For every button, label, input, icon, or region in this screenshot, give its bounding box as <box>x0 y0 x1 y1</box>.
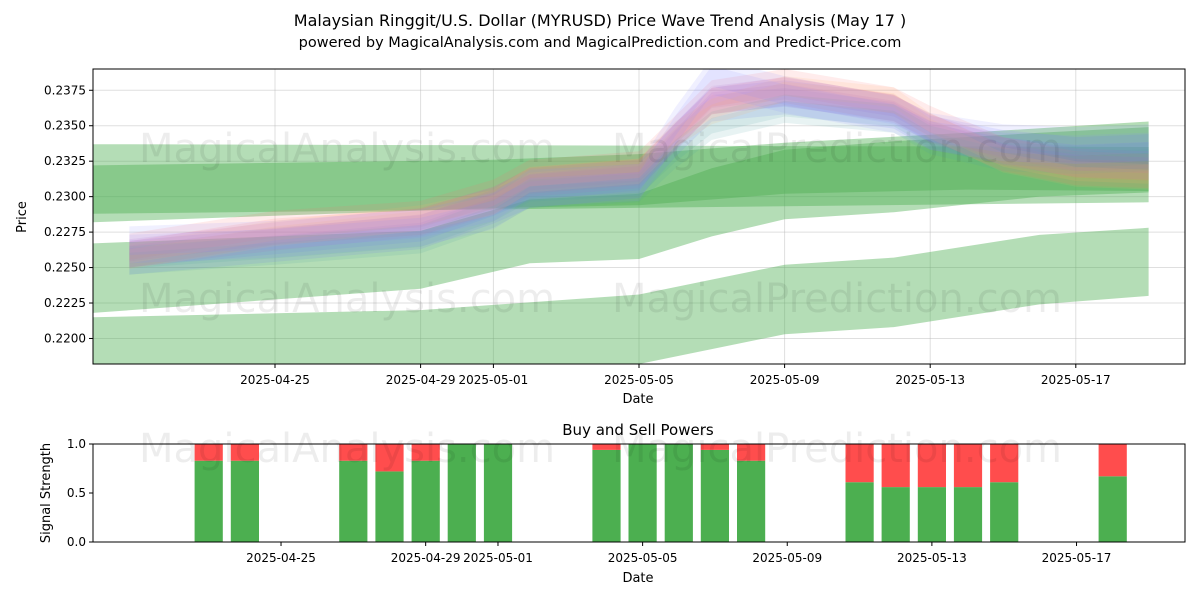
figure-subtitle: powered by MagicalAnalysis.com and Magic… <box>299 35 902 51</box>
price-wave-band <box>129 69 1149 268</box>
sell-bar <box>339 444 368 461</box>
price-wave-band <box>129 80 1149 275</box>
price-wave-band <box>129 77 1149 268</box>
buy-sell-x-tick-label: 2025-05-01 <box>463 551 533 565</box>
price-wave-band <box>129 76 1149 260</box>
price-wave-band <box>129 88 1149 267</box>
watermark-mid-left: MagicalAnalysis.com <box>139 276 555 322</box>
price-y-ticks: 0.2200 0.2225 0.2250 0.2275 0.2300 0.2325 0.23… <box>44 83 93 345</box>
price-wave-band <box>129 69 1149 255</box>
sell-bar <box>953 444 983 488</box>
buy-sell-chart: Buy and Sell Powers MagicalAnalysis.com … <box>39 421 1186 586</box>
buy-bar <box>194 460 223 542</box>
buy-bar <box>483 444 513 542</box>
price-wave-band <box>129 81 1149 264</box>
price-y-tick-label: 0.2225 <box>44 296 86 310</box>
price-x-tick-label: 2025-05-13 <box>895 373 965 387</box>
buy-sell-y-tick-label: 1.0 <box>67 437 86 451</box>
green-trend-band <box>93 227 1149 364</box>
buy-sell-x-ticks: 2025-04-25 2025-04-29 2025-05-01 2025-05-05… <box>246 542 1111 565</box>
price-y-tick-label: 0.2300 <box>44 190 86 204</box>
price-x-tick-label: 2025-05-17 <box>1041 373 1111 387</box>
buy-sell-x-tick-label: 2025-05-09 <box>752 551 822 565</box>
sell-bar <box>230 444 259 461</box>
price-wave-band <box>129 76 1149 269</box>
buy-bar <box>628 444 657 542</box>
buy-sell-x-tick-label: 2025-04-25 <box>246 551 316 565</box>
buy-sell-x-tick-label: 2025-05-13 <box>897 551 967 565</box>
buy-sell-x-axis-label: Date <box>622 571 653 586</box>
sell-bar <box>845 444 874 483</box>
buy-bar <box>592 449 621 542</box>
buy-sell-x-tick-label: 2025-05-05 <box>608 551 678 565</box>
buy-bar <box>990 482 1019 542</box>
buy-bar <box>447 444 476 542</box>
buy-sell-y-tick-label: 0.0 <box>67 535 86 549</box>
sell-bar <box>1098 444 1127 477</box>
price-y-axis-label: Price <box>15 201 30 233</box>
sell-bar <box>411 444 440 461</box>
buy-bar <box>881 487 910 542</box>
buy-sell-y-ticks: 0.0 0.5 1.0 <box>67 437 93 549</box>
buy-bar <box>737 460 766 542</box>
watermark-bottom-left: MagicalAnalysis.com <box>139 426 555 472</box>
buy-bar <box>230 460 259 542</box>
price-y-tick-label: 0.2325 <box>44 154 86 168</box>
sell-bar <box>990 444 1019 483</box>
buy-bar <box>375 471 404 542</box>
price-grid <box>93 69 1185 364</box>
watermark-bottom-right: MagicalPrediction.com <box>612 426 1062 472</box>
price-y-tick-label: 0.2200 <box>44 331 86 345</box>
buy-bar <box>411 460 440 542</box>
buy-bar <box>917 487 946 542</box>
watermark-top-right: MagicalPrediction.com <box>612 126 1062 172</box>
price-wave-band <box>129 83 1149 262</box>
green-trend-band <box>93 127 1149 313</box>
price-x-tick-label: 2025-05-01 <box>459 373 529 387</box>
sell-bar <box>917 444 946 488</box>
green-trend-bands <box>93 121 1149 364</box>
sell-bar <box>194 444 223 461</box>
buy-sell-y-axis-label: Signal Strength <box>39 443 54 543</box>
price-y-tick-label: 0.2250 <box>44 261 86 275</box>
price-y-tick-label: 0.2275 <box>44 225 86 239</box>
buy-sell-title: Buy and Sell Powers <box>562 421 714 439</box>
buy-sell-bars <box>194 444 1127 542</box>
buy-sell-x-tick-label: 2025-04-29 <box>391 551 461 565</box>
sell-bar <box>737 444 766 461</box>
buy-sell-y-tick-label: 0.5 <box>67 486 86 500</box>
sell-bar <box>700 444 729 450</box>
price-wave-band <box>129 69 1149 264</box>
price-x-tick-label: 2025-05-05 <box>604 373 674 387</box>
green-trend-band <box>93 144 1149 214</box>
buy-bar <box>700 449 729 542</box>
figure-title: Malaysian Ringgit/U.S. Dollar (MYRUSD) P… <box>294 11 906 30</box>
buy-bar <box>664 444 693 542</box>
price-y-tick-label: 0.2375 <box>44 83 86 97</box>
price-x-tick-label: 2025-05-09 <box>750 373 820 387</box>
sell-bar <box>592 444 621 450</box>
buy-sell-x-tick-label: 2025-05-17 <box>1042 551 1112 565</box>
watermark-mid-right: MagicalPrediction.com <box>612 276 1062 322</box>
price-x-tick-label: 2025-04-29 <box>386 373 456 387</box>
price-wave-band <box>129 100 1149 269</box>
price-x-ticks: 2025-04-25 2025-04-29 2025-05-01 2025-05-05… <box>240 364 1111 387</box>
green-trend-band <box>93 121 1149 223</box>
price-wave-chart: MagicalAnalysis.com MagicalPrediction.co… <box>15 68 1186 407</box>
sell-bar <box>881 444 910 488</box>
price-y-tick-label: 0.2350 <box>44 119 86 133</box>
price-x-tick-label: 2025-04-25 <box>240 373 310 387</box>
price-x-axis-label: Date <box>622 392 653 407</box>
buy-bar <box>1098 476 1127 542</box>
sell-bar <box>375 444 404 472</box>
price-wave-band <box>129 94 1149 275</box>
price-waves <box>129 69 1149 275</box>
buy-bar <box>339 460 368 542</box>
watermark-top-left: MagicalAnalysis.com <box>139 126 555 172</box>
buy-bar <box>845 482 874 542</box>
buy-bar <box>953 487 983 542</box>
